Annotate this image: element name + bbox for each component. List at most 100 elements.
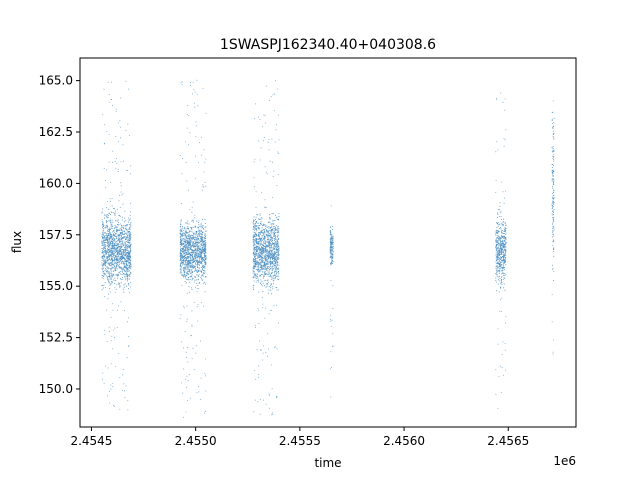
data-point [253,248,255,250]
data-point [186,386,188,388]
data-point [196,240,198,242]
data-point [124,397,126,398]
data-point [270,289,272,291]
data-point [194,227,196,229]
data-point [501,224,503,226]
data-point [127,240,129,242]
data-point [203,186,205,188]
data-point [186,222,188,224]
data-point [273,231,275,233]
data-point [187,259,190,261]
data-point [119,231,121,233]
data-point [181,84,183,86]
data-point [107,268,109,270]
data-point [111,262,113,264]
data-point [269,257,271,259]
data-point [196,270,198,272]
data-point [110,248,112,250]
data-point [187,268,189,270]
data-point [332,244,334,246]
data-point [269,248,271,250]
data-point [266,260,268,262]
data-point [272,94,274,96]
data-point [103,254,105,256]
data-point [104,265,107,267]
data-point [503,374,504,376]
data-point [105,221,107,223]
data-point [192,243,194,245]
data-point [331,263,333,265]
data-point [330,251,332,253]
data-point [257,249,259,251]
data-point [118,245,120,248]
data-point [117,274,119,276]
data-point [182,268,184,270]
data-point [199,245,201,247]
data-point [120,256,122,258]
data-point [122,258,124,260]
data-point [254,261,256,263]
data-point [265,245,267,247]
data-point [108,266,110,268]
data-point [124,276,126,278]
data-point [203,257,205,259]
data-point [260,221,262,223]
data-point [268,244,271,246]
data-point [122,269,124,271]
data-point [501,273,503,275]
data-point [192,263,194,265]
data-point [254,238,256,241]
data-point [277,253,279,255]
data-point [204,255,206,257]
data-point [129,254,131,256]
data-point [185,351,187,353]
data-point [130,226,132,228]
data-point [191,207,193,209]
data-point [551,122,553,124]
data-point [552,210,554,212]
data-point [500,282,502,284]
data-point [126,280,128,282]
data-point [270,273,273,275]
data-point [122,263,124,265]
data-point [191,271,193,273]
data-point [188,235,190,237]
data-point [124,390,125,392]
data-point [503,255,505,257]
data-point [496,271,498,273]
data-point [194,238,196,241]
data-point [194,251,196,253]
data-point [267,238,269,240]
data-point [552,222,554,224]
data-point [106,266,108,269]
data-point [259,224,260,226]
data-point [194,248,196,250]
data-point [105,365,106,367]
data-point [258,340,260,342]
y-tick-label: 152.5 [39,331,73,345]
data-point [505,264,507,266]
data-point [500,242,502,245]
data-point [252,228,254,231]
data-point [109,222,112,224]
data-point [194,270,196,272]
data-point [184,237,186,239]
data-point [256,263,259,265]
data-point [184,281,186,283]
data-point [259,227,261,229]
data-point [253,225,255,227]
data-point [109,254,111,256]
data-point [119,258,121,260]
data-point [188,268,190,270]
data-point [108,220,110,222]
data-point [112,267,114,269]
data-point [262,223,265,225]
data-point [277,250,279,252]
data-point [257,266,259,268]
data-point [187,361,189,363]
x-axis-label: time [314,456,341,470]
data-point [255,103,256,105]
data-point [329,244,331,246]
data-point [190,248,192,250]
data-point [272,248,274,251]
